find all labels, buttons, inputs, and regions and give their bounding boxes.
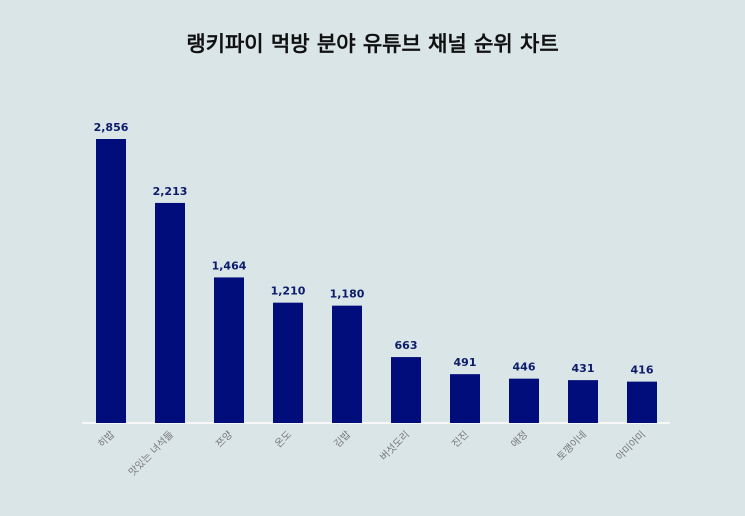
category-label-10: 아미아미: [614, 429, 649, 464]
value-label-2: 2,213: [153, 185, 188, 198]
category-label-2: 맛있는 녀석들: [126, 429, 176, 479]
bar-6: [391, 357, 421, 423]
value-label-7: 491: [454, 356, 477, 369]
chart-title: 랭키파이 먹방 분야 유튜브 채널 순위 차트: [186, 32, 559, 56]
category-label-8: 애정: [509, 429, 531, 451]
bar-4: [273, 302, 303, 423]
value-label-1: 2,856: [94, 121, 129, 134]
value-label-5: 1,180: [330, 288, 365, 301]
bar-8: [509, 378, 539, 423]
value-label-10: 416: [631, 364, 654, 377]
value-label-6: 663: [395, 339, 418, 352]
category-label-6: 버섯도리: [378, 429, 413, 464]
bar-2: [155, 202, 185, 423]
bar-3: [214, 277, 244, 423]
value-label-4: 1,210: [271, 285, 306, 298]
bar-5: [332, 305, 362, 423]
category-label-1: 히밥: [96, 429, 118, 451]
value-label-8: 446: [513, 361, 536, 374]
bar-9: [568, 380, 598, 423]
category-label-9: 토깽이네: [555, 429, 590, 464]
category-label-3: 쯔양: [214, 429, 236, 451]
category-label-5: 김밥: [332, 429, 354, 451]
bar-7: [450, 374, 480, 423]
category-label-7: 진진: [450, 429, 472, 451]
category-label-4: 온도: [273, 429, 295, 451]
bar-1: [96, 139, 126, 423]
bar-10: [627, 381, 657, 423]
value-label-9: 431: [572, 362, 595, 375]
value-label-3: 1,464: [212, 259, 247, 272]
